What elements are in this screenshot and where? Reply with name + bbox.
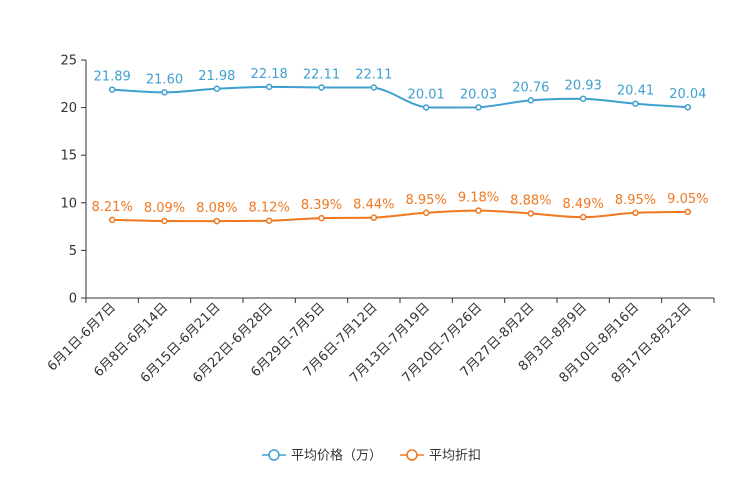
data-label: 9.18%	[458, 191, 499, 206]
data-point[interactable]	[213, 85, 221, 93]
data-point[interactable]	[265, 217, 273, 224]
legend[interactable]: 平均价格（万） 平均折扣	[262, 448, 481, 464]
data-point[interactable]	[422, 104, 430, 111]
legend-marker-icon	[268, 449, 280, 461]
data-point[interactable]	[527, 97, 535, 104]
data-point[interactable]	[475, 207, 482, 214]
data-label: 22.18	[251, 67, 288, 82]
y-tick-label: 0	[69, 292, 77, 307]
data-label: 8.95%	[406, 193, 447, 208]
legend-label: 平均价格（万）	[291, 448, 382, 464]
data-point[interactable]	[684, 208, 692, 216]
data-label: 20.41	[617, 84, 654, 99]
y-tick-label: 10	[60, 196, 77, 211]
x-axis: 6月1日-6月7日6月8日-6月14日6月15日-6月21日6月22日-6月28…	[45, 297, 715, 386]
data-point[interactable]	[579, 95, 587, 102]
data-point[interactable]	[370, 214, 378, 221]
y-tick-label: 20	[60, 101, 77, 116]
data-point[interactable]	[161, 217, 168, 225]
data-point[interactable]	[684, 103, 692, 111]
data-label: 9.05%	[667, 192, 708, 207]
data-point[interactable]	[422, 209, 430, 217]
data-point[interactable]	[265, 83, 273, 91]
legend-item-0[interactable]: 平均价格（万）	[262, 448, 382, 464]
series-layer: 21.89 21.60 21.98 22.18 22.11 22.11 20.01 20.03…	[92, 67, 708, 225]
data-point[interactable]	[579, 213, 587, 221]
data-label: 20.03	[460, 87, 497, 102]
data-label: 21.89	[94, 70, 131, 85]
data-label: 8.08%	[196, 201, 237, 216]
data-label: 8.95%	[615, 193, 656, 208]
data-label: 22.11	[355, 68, 392, 83]
data-label: 8.44%	[353, 198, 394, 213]
data-point[interactable]	[632, 209, 639, 217]
data-label: 8.49%	[563, 197, 604, 212]
data-point[interactable]	[108, 86, 116, 93]
series-0: 21.89 21.60 21.98 22.18 22.11 22.11 20.01 20.03…	[94, 67, 706, 111]
data-point[interactable]	[318, 214, 325, 222]
data-label: 20.93	[565, 79, 602, 94]
data-label: 8.88%	[510, 193, 551, 208]
data-label: 8.09%	[144, 201, 185, 216]
series-line	[112, 85, 688, 109]
series-line	[112, 209, 688, 223]
data-label: 20.76	[512, 80, 549, 95]
data-point[interactable]	[370, 84, 378, 91]
legend-label: 平均折扣	[429, 449, 481, 464]
data-label: 8.21%	[92, 200, 133, 215]
data-point[interactable]	[632, 100, 639, 107]
data-point[interactable]	[527, 210, 535, 217]
data-point[interactable]	[475, 104, 482, 111]
legend-item-1[interactable]: 平均折扣	[400, 449, 481, 464]
y-axis: 0 5 10 15 20 25	[60, 54, 87, 307]
data-label: 8.12%	[249, 201, 290, 216]
data-point[interactable]	[161, 89, 168, 96]
data-label: 20.04	[669, 87, 706, 102]
legend-marker-icon	[406, 449, 418, 461]
data-point[interactable]	[108, 216, 116, 224]
data-label: 21.60	[146, 72, 183, 87]
y-tick-label: 15	[60, 149, 77, 164]
data-label: 22.11	[303, 68, 340, 83]
y-tick-label: 5	[69, 244, 77, 259]
data-point[interactable]	[318, 84, 325, 91]
data-label: 21.98	[198, 69, 235, 84]
data-point[interactable]	[213, 217, 221, 225]
data-label: 20.01	[408, 88, 445, 103]
data-label: 8.39%	[301, 198, 342, 213]
series-1: 8.21% 8.09% 8.08% 8.12% 8.39% 8.44% 8.95% 9.18%…	[92, 191, 708, 225]
y-tick-label: 25	[60, 54, 77, 69]
